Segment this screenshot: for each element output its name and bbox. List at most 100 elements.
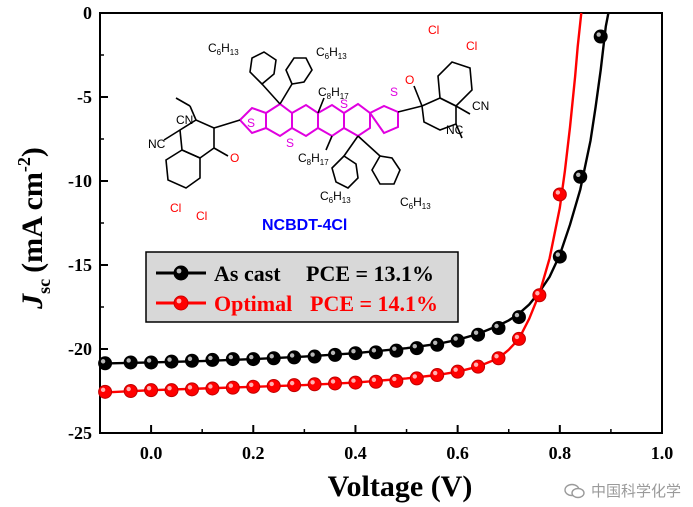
molecule-structure: S S S S Cl Cl Cl Cl O O CN NC CN NC C6H1…	[148, 23, 489, 234]
series-1-point-shine	[412, 374, 417, 379]
series-0-point	[430, 337, 445, 352]
y-axis-title-sub: sc	[34, 279, 54, 294]
series-1-point-shine	[146, 385, 152, 391]
series-0-point-shine	[228, 354, 234, 360]
series-1-point-shine	[100, 387, 106, 393]
hexyl-label-1: C6H13	[208, 41, 239, 57]
x-tick-label: 0.2	[242, 443, 265, 463]
series-0-point	[328, 347, 343, 362]
series-1-point	[98, 384, 113, 399]
y-tick-label: -5	[77, 87, 92, 107]
chlorine-atom-2: Cl	[196, 209, 207, 223]
legend-label-optimal: Optimal	[214, 291, 292, 316]
chlorine-atom-4: Cl	[466, 39, 477, 53]
x-tick-label: 0.0	[140, 443, 163, 463]
aryl-top-left	[249, 51, 277, 86]
series-0-point-shine	[371, 348, 377, 353]
series-0-point-shine	[146, 358, 152, 363]
series-1-point	[430, 368, 445, 383]
y-tick-label: 0	[83, 3, 92, 23]
series-1-point-shine	[208, 384, 213, 389]
series-0-point	[98, 356, 113, 371]
series-1-point	[348, 375, 363, 390]
core-ring-2	[265, 102, 293, 138]
sulfur-atom-4: S	[390, 85, 398, 99]
svg-text:Jsc(mA cm-2): Jsc (mA cm-2)	[14, 147, 54, 310]
series-1-point-shine	[228, 383, 234, 388]
legend-box	[145, 251, 459, 323]
series-0-point	[225, 352, 240, 367]
series-0-point	[246, 352, 261, 367]
series-1-point-shine	[289, 380, 295, 386]
series-1-point-shine	[249, 382, 254, 387]
series-1-point	[409, 371, 424, 386]
axis-ticks: 0.0 0.2 0.4 0.6 0.8 1.0 0 -5 -10 -15 -20 -25	[68, 3, 673, 463]
y-axis-title-main: J	[16, 293, 49, 310]
legend-marker-optimal-shine	[176, 298, 182, 304]
x-axis-title: Voltage (V)	[328, 470, 473, 503]
plot-frame	[99, 12, 663, 434]
series-1-point	[328, 376, 343, 391]
sulfur-atom-2: S	[286, 136, 294, 150]
series-0-point	[205, 352, 220, 367]
hexyl-label-3: C6H13	[320, 189, 351, 205]
series-1-point	[205, 381, 220, 396]
series-0-point-shine	[126, 358, 131, 363]
hexyl-label-4: C6H13	[400, 195, 431, 211]
x-tick-label: 0.8	[549, 443, 572, 463]
series-1-point-shine	[126, 386, 131, 392]
series-0-point-shine	[310, 352, 315, 357]
y-axis-title-unit: (mA cm	[16, 172, 49, 273]
series-0-point	[287, 350, 302, 365]
series-1-point	[511, 331, 526, 346]
core-ring-5	[343, 102, 371, 138]
series-0-point-shine	[514, 312, 520, 318]
series-0-point-shine	[576, 172, 581, 177]
series-0-point-shine	[249, 354, 254, 360]
left-benzene-ring	[165, 149, 201, 189]
series-0-point-shine	[208, 355, 213, 361]
series-1-point-shine	[494, 354, 499, 359]
aryl-top-right	[285, 57, 313, 85]
legend: As cast PCE = 13.1% Optimal PCE = 14.1%	[145, 251, 459, 323]
legend-marker-as-cast-shine	[176, 268, 182, 274]
series-0-point	[409, 341, 424, 356]
chlorine-atom-1: Cl	[170, 201, 181, 215]
octyl-label-1: C8H17	[318, 85, 349, 101]
x-tick-label: 0.4	[344, 443, 367, 463]
series-0-point-shine	[596, 32, 601, 37]
series-1-point-shine	[310, 380, 315, 385]
series-1-point	[246, 379, 261, 394]
series-0-point-shine	[167, 357, 172, 362]
series-0-point	[511, 310, 526, 325]
series-0-point	[552, 249, 567, 264]
legend-marker-as-cast	[173, 265, 189, 281]
legend-pce-as-cast: PCE = 13.1%	[306, 261, 434, 286]
series-0-point-shine	[100, 359, 106, 364]
series-1-point-shine	[473, 362, 479, 367]
series-1-point	[184, 382, 199, 397]
series-0-point	[450, 333, 465, 348]
core-thiophene-6	[368, 104, 399, 135]
series-0-point	[307, 349, 322, 364]
sulfur-atom-1: S	[247, 116, 255, 130]
series-1-point-shine	[187, 385, 193, 390]
series-0-point	[471, 327, 486, 342]
series-0-point	[144, 355, 159, 370]
y-tick-label: -10	[68, 171, 92, 191]
series-1-point	[532, 288, 547, 303]
series-1-point	[144, 383, 159, 398]
series-1-point	[266, 378, 281, 393]
molecule-name: NCBDT-4Cl	[262, 217, 347, 234]
series-1-point	[287, 378, 302, 393]
right-benzene-ring	[437, 61, 473, 107]
octyl-label-2: C8H17	[298, 151, 329, 167]
molecule-bonds	[163, 51, 473, 189]
legend-marker-optimal	[173, 295, 189, 311]
x-tick-label: 0.6	[446, 443, 469, 463]
series-0-point	[389, 343, 404, 358]
legend-pce-optimal: PCE = 14.1%	[310, 291, 438, 316]
series-1-point-shine	[330, 379, 336, 384]
y-axis-title-exp: -2	[14, 157, 34, 172]
